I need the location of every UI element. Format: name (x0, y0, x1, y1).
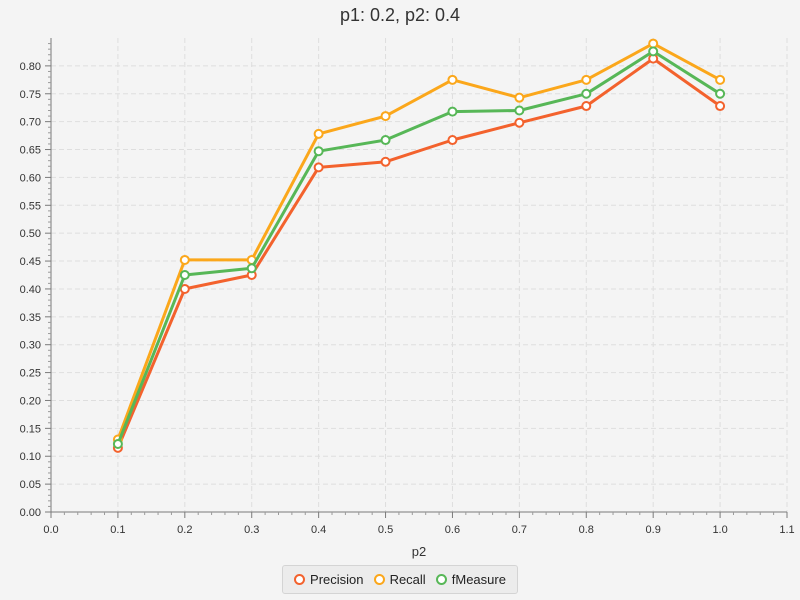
data-point-recall (648, 38, 659, 49)
data-point-precision (514, 117, 525, 128)
y-tick-label: 0.30 (20, 340, 41, 352)
y-tick-label: 0.60 (20, 172, 41, 184)
series-line-precision (116, 57, 721, 449)
data-point-precision (179, 283, 190, 294)
recall-marker-icon (373, 574, 385, 585)
data-point-recall (514, 92, 525, 103)
x-tick-label: 0.7 (512, 524, 527, 536)
x-tick-label: 0.9 (646, 524, 661, 536)
x-tick-label: 0.5 (378, 524, 393, 536)
data-point-precision (581, 101, 592, 112)
y-tick-label: 0.45 (20, 256, 41, 268)
series-line-recall (116, 42, 721, 441)
data-point-recall (313, 128, 324, 139)
data-point-precision (447, 135, 458, 146)
legend-item-fmeasure: fMeasure (435, 572, 506, 587)
legend-item-recall: Recall (373, 572, 426, 587)
data-point-fmeasure (380, 135, 391, 146)
x-axis-label: p2 (412, 544, 426, 559)
x-tick-label: 0.0 (43, 524, 58, 536)
data-point-fmeasure (715, 88, 726, 99)
y-axis-ticks: 0.00 0.05 0.10 0.15 0.20 0.25 0.30 0.35 0.40 0.45… (20, 61, 51, 519)
data-point-recall (581, 74, 592, 85)
data-point-precision (715, 101, 726, 112)
x-axis-ticks: 0.0 0.1 0.2 0.3 0.4 0.5 0.6 0.7 0.8 0.9 1.0 1.1 (43, 512, 795, 536)
data-point-precision (313, 162, 324, 173)
grid-lines (51, 38, 788, 512)
data-point-recall (380, 111, 391, 122)
legend-item-precision: Precision (294, 572, 364, 587)
legend-label-fmeasure: fMeasure (451, 572, 506, 587)
data-point-fmeasure (648, 46, 659, 57)
data-point-precision (380, 156, 391, 167)
precision-marker-icon (294, 574, 306, 585)
legend-label-recall: Recall (389, 572, 426, 587)
data-point-fmeasure (447, 106, 458, 117)
x-tick-label: 0.1 (110, 524, 125, 536)
x-tick-label: 1.0 (712, 524, 727, 536)
minor-ticks (48, 43, 775, 515)
data-point-recall (447, 74, 458, 85)
x-tick-label: 0.2 (177, 524, 192, 536)
y-tick-label: 0.25 (20, 368, 41, 380)
data-point-fmeasure (313, 146, 324, 157)
y-tick-label: 0.80 (20, 61, 41, 73)
data-point-recall (179, 254, 190, 265)
y-tick-label: 0.50 (20, 228, 41, 240)
chart-legend: Precision Recall fMeasure (282, 565, 518, 594)
y-tick-label: 0.35 (20, 312, 41, 324)
data-point-fmeasure (112, 438, 123, 449)
chart-title: p1: 0.2, p2: 0.4 (339, 5, 461, 25)
x-tick-label: 1.1 (779, 524, 794, 536)
x-tick-label: 0.6 (445, 524, 460, 536)
series-line-fmeasure (116, 49, 721, 445)
y-tick-label: 0.15 (20, 423, 41, 435)
fmeasure-marker-icon (435, 574, 447, 585)
series-precision (112, 53, 726, 453)
data-point-fmeasure (581, 88, 592, 99)
data-point-fmeasure (514, 105, 525, 116)
y-tick-label: 0.55 (20, 200, 41, 212)
y-tick-label: 0.00 (20, 507, 41, 519)
data-point-recall (715, 74, 726, 85)
y-tick-label: 0.10 (20, 451, 41, 463)
y-tick-label: 0.65 (20, 145, 41, 157)
x-tick-label: 0.3 (244, 524, 259, 536)
y-tick-label: 0.05 (20, 479, 41, 491)
series-recall (112, 38, 726, 445)
y-tick-label: 0.70 (20, 117, 41, 129)
data-point-fmeasure (179, 270, 190, 280)
y-tick-label: 0.40 (20, 284, 41, 296)
y-tick-label: 0.75 (20, 89, 41, 101)
plot-area (51, 38, 787, 512)
x-tick-label: 0.4 (311, 524, 326, 536)
legend-label-precision: Precision (310, 572, 364, 587)
series-fmeasure (112, 46, 726, 449)
data-point-fmeasure (246, 263, 257, 274)
y-tick-label: 0.20 (20, 395, 41, 407)
x-tick-label: 0.8 (579, 524, 594, 536)
